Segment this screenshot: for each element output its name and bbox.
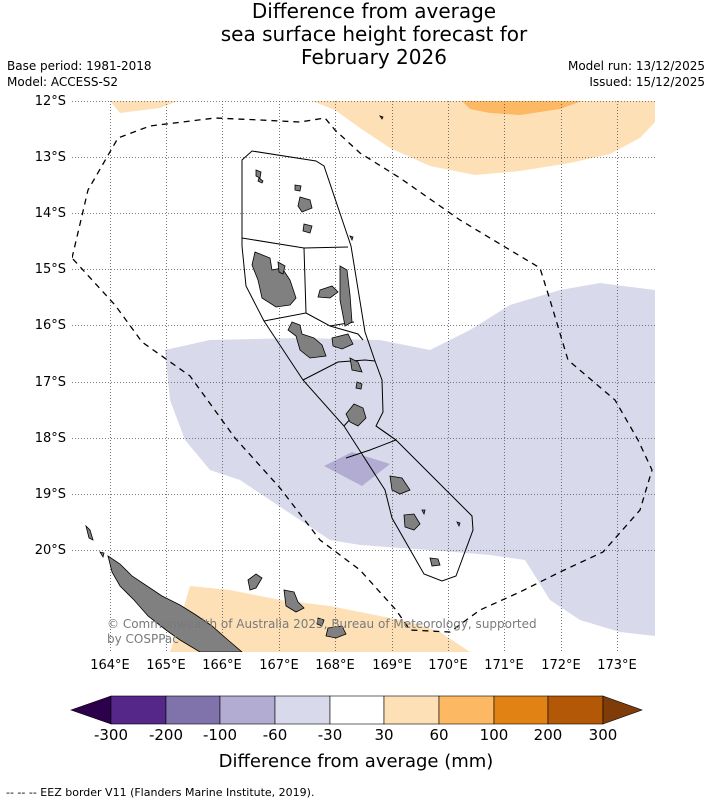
- colorbar-tick-100: 100: [479, 726, 509, 744]
- lat-label-12s: 12°S: [34, 94, 66, 109]
- lat-label-19s: 19°S: [34, 487, 66, 502]
- colorbar-tick-neg30: -30: [317, 726, 343, 744]
- lon-label-170e: 170°E: [428, 658, 468, 673]
- colorbar-swatch-neg30-30: [329, 695, 385, 725]
- lon-label-172e: 172°E: [541, 658, 581, 673]
- lat-label-15s: 15°S: [34, 262, 66, 277]
- title-line-2: sea surface height forecast for: [220, 22, 528, 46]
- anomaly-region-pos30-northeast: [312, 101, 655, 175]
- colorbar-swatch-30-60: [383, 695, 440, 725]
- colorbar-tick-neg200: -200: [148, 726, 184, 744]
- new-caledonia-islands: [85, 524, 347, 652]
- lon-label-165e: 165°E: [146, 658, 186, 673]
- eez-border: [72, 117, 653, 633]
- base-period: Base period: 1981-2018: [7, 59, 152, 73]
- colorbar-swatch-neg100-neg60: [219, 695, 276, 725]
- lon-label-164e: 164°E: [90, 658, 130, 673]
- copyright-line-2: by COSPPac: [107, 632, 179, 646]
- lon-label-169e: 169°E: [372, 658, 412, 673]
- colorbar-swatch-neg300-neg200: [110, 695, 167, 725]
- title-line-3: February 2026: [301, 45, 447, 69]
- colorbar-tick-neg300: -300: [93, 726, 129, 744]
- colorbar-title: Difference from average (mm): [218, 751, 494, 772]
- vanuatu-islands: [251, 115, 461, 567]
- colorbar-swatch-100-200: [493, 695, 549, 725]
- lat-label-20s: 20°S: [34, 543, 66, 558]
- colorbar-tick-200: 200: [533, 726, 563, 744]
- lat-label-16s: 16°S: [34, 318, 66, 333]
- anomaly-region-neg60: [324, 452, 390, 486]
- model-run: Model run: 13/12/2025: [567, 59, 705, 73]
- colorbar-swatch-60-100: [438, 695, 495, 725]
- colorbar-tick-30: 30: [374, 726, 394, 744]
- colorbar-swatch-above-300: [602, 695, 643, 725]
- lon-label-167e: 167°E: [259, 658, 299, 673]
- colorbar-tick-60: 60: [429, 726, 449, 744]
- lat-label-17s: 17°S: [34, 375, 66, 390]
- lon-label-173e: 173°E: [597, 658, 637, 673]
- eez-legend: -- -- -- EEZ border V11 (Flanders Marine…: [6, 786, 315, 799]
- copyright-line-1: © Commonwealth of Australia 2025, Bureau…: [107, 617, 537, 631]
- colorbar-tick-300: 300: [588, 726, 618, 744]
- colorbar-swatch-neg60-neg30: [274, 695, 331, 725]
- colorbar-swatch-below-300: [70, 695, 112, 725]
- colorbar-swatch-200-300: [547, 695, 604, 725]
- lon-label-168e: 168°E: [315, 658, 355, 673]
- colorbar-tick-neg100: -100: [202, 726, 238, 744]
- lon-label-171e: 171°E: [484, 658, 524, 673]
- issued-date: Issued: 15/12/2025: [589, 75, 705, 89]
- lon-label-166e: 166°E: [202, 658, 242, 673]
- anomaly-region-neg30-north: [165, 283, 655, 636]
- colorbar: [70, 695, 643, 725]
- lat-label-14s: 14°S: [34, 206, 66, 221]
- lat-label-18s: 18°S: [34, 431, 66, 446]
- model-name: Model: ACCESS-S2: [7, 75, 119, 89]
- anomaly-region-pos30-northwest: [110, 101, 178, 113]
- colorbar-swatch-neg200-neg100: [165, 695, 221, 725]
- lat-label-13s: 13°S: [34, 150, 66, 165]
- anomaly-region-pos60: [462, 101, 582, 115]
- title-line-1: Difference from average: [251, 0, 497, 23]
- colorbar-tick-neg60: -60: [262, 726, 288, 744]
